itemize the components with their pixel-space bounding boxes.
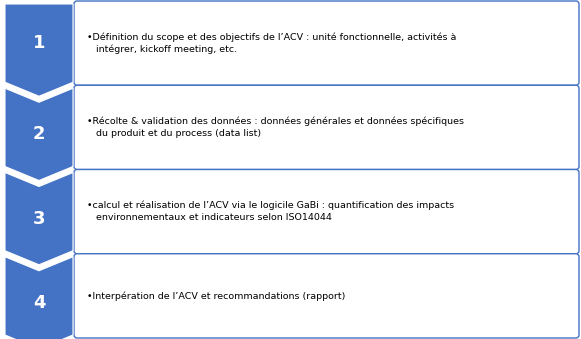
Text: •Définition du scope et des objectifs de l’ACV : unité fonctionnelle, activités : •Définition du scope et des objectifs de… <box>87 32 456 54</box>
FancyBboxPatch shape <box>74 254 579 338</box>
FancyBboxPatch shape <box>74 1 579 85</box>
Polygon shape <box>5 173 73 265</box>
Text: 4: 4 <box>33 294 45 312</box>
Text: 2: 2 <box>33 125 45 143</box>
Polygon shape <box>5 88 73 180</box>
Polygon shape <box>5 257 73 339</box>
FancyBboxPatch shape <box>74 170 579 254</box>
Text: 1: 1 <box>33 34 45 52</box>
FancyBboxPatch shape <box>74 85 579 170</box>
Text: •Interpération de l’ACV et recommandations (rapport): •Interpération de l’ACV et recommandatio… <box>87 291 345 301</box>
Text: •Récolte & validation des données : données générales et données spécifiques
   : •Récolte & validation des données : donn… <box>87 117 464 138</box>
Text: 3: 3 <box>33 210 45 227</box>
Polygon shape <box>5 4 73 96</box>
Text: •calcul et réalisation de l’ACV via le logicile GaBi : quantification des impact: •calcul et réalisation de l’ACV via le l… <box>87 201 454 222</box>
